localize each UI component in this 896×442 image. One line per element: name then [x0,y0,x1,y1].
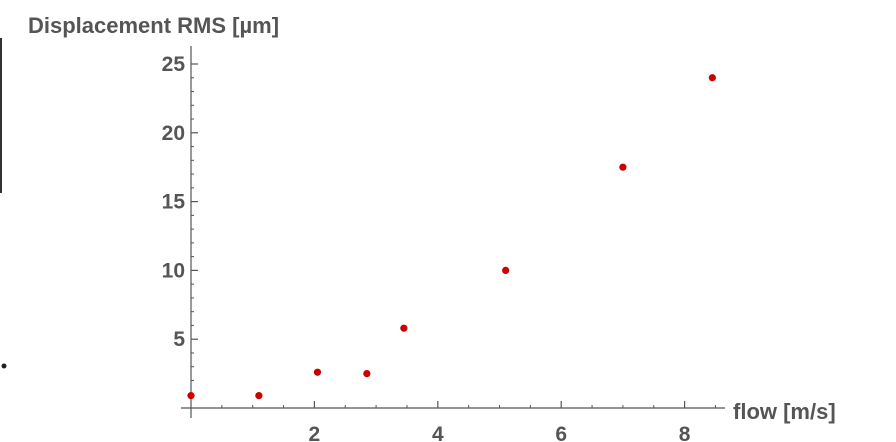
y-axis-title: Displacement RMS [µm] [28,13,279,38]
x-tick-label: 4 [432,423,444,442]
data-point [187,392,195,400]
data-point [255,392,263,400]
y-tick-label: 20 [162,122,185,145]
y-tick-label: 5 [173,328,185,351]
x-axis-title: flow [m/s] [733,399,836,424]
x-tick-label: 6 [555,423,567,442]
data-point [708,74,716,82]
data-point [313,368,322,376]
data-point [502,266,510,274]
data-point [619,163,627,171]
data-point [400,324,408,332]
x-tick-label: 2 [309,423,321,442]
y-tick-label: 15 [162,191,186,214]
data-point [363,370,371,378]
y-tick-label: 25 [162,53,186,76]
x-tick-label: 8 [679,423,691,442]
left-edge-dot [1,363,7,369]
y-tick-label: 10 [162,259,185,282]
axes: 2 4 6 8 5 10 15 20 25 [162,46,725,442]
data-points [187,74,716,400]
